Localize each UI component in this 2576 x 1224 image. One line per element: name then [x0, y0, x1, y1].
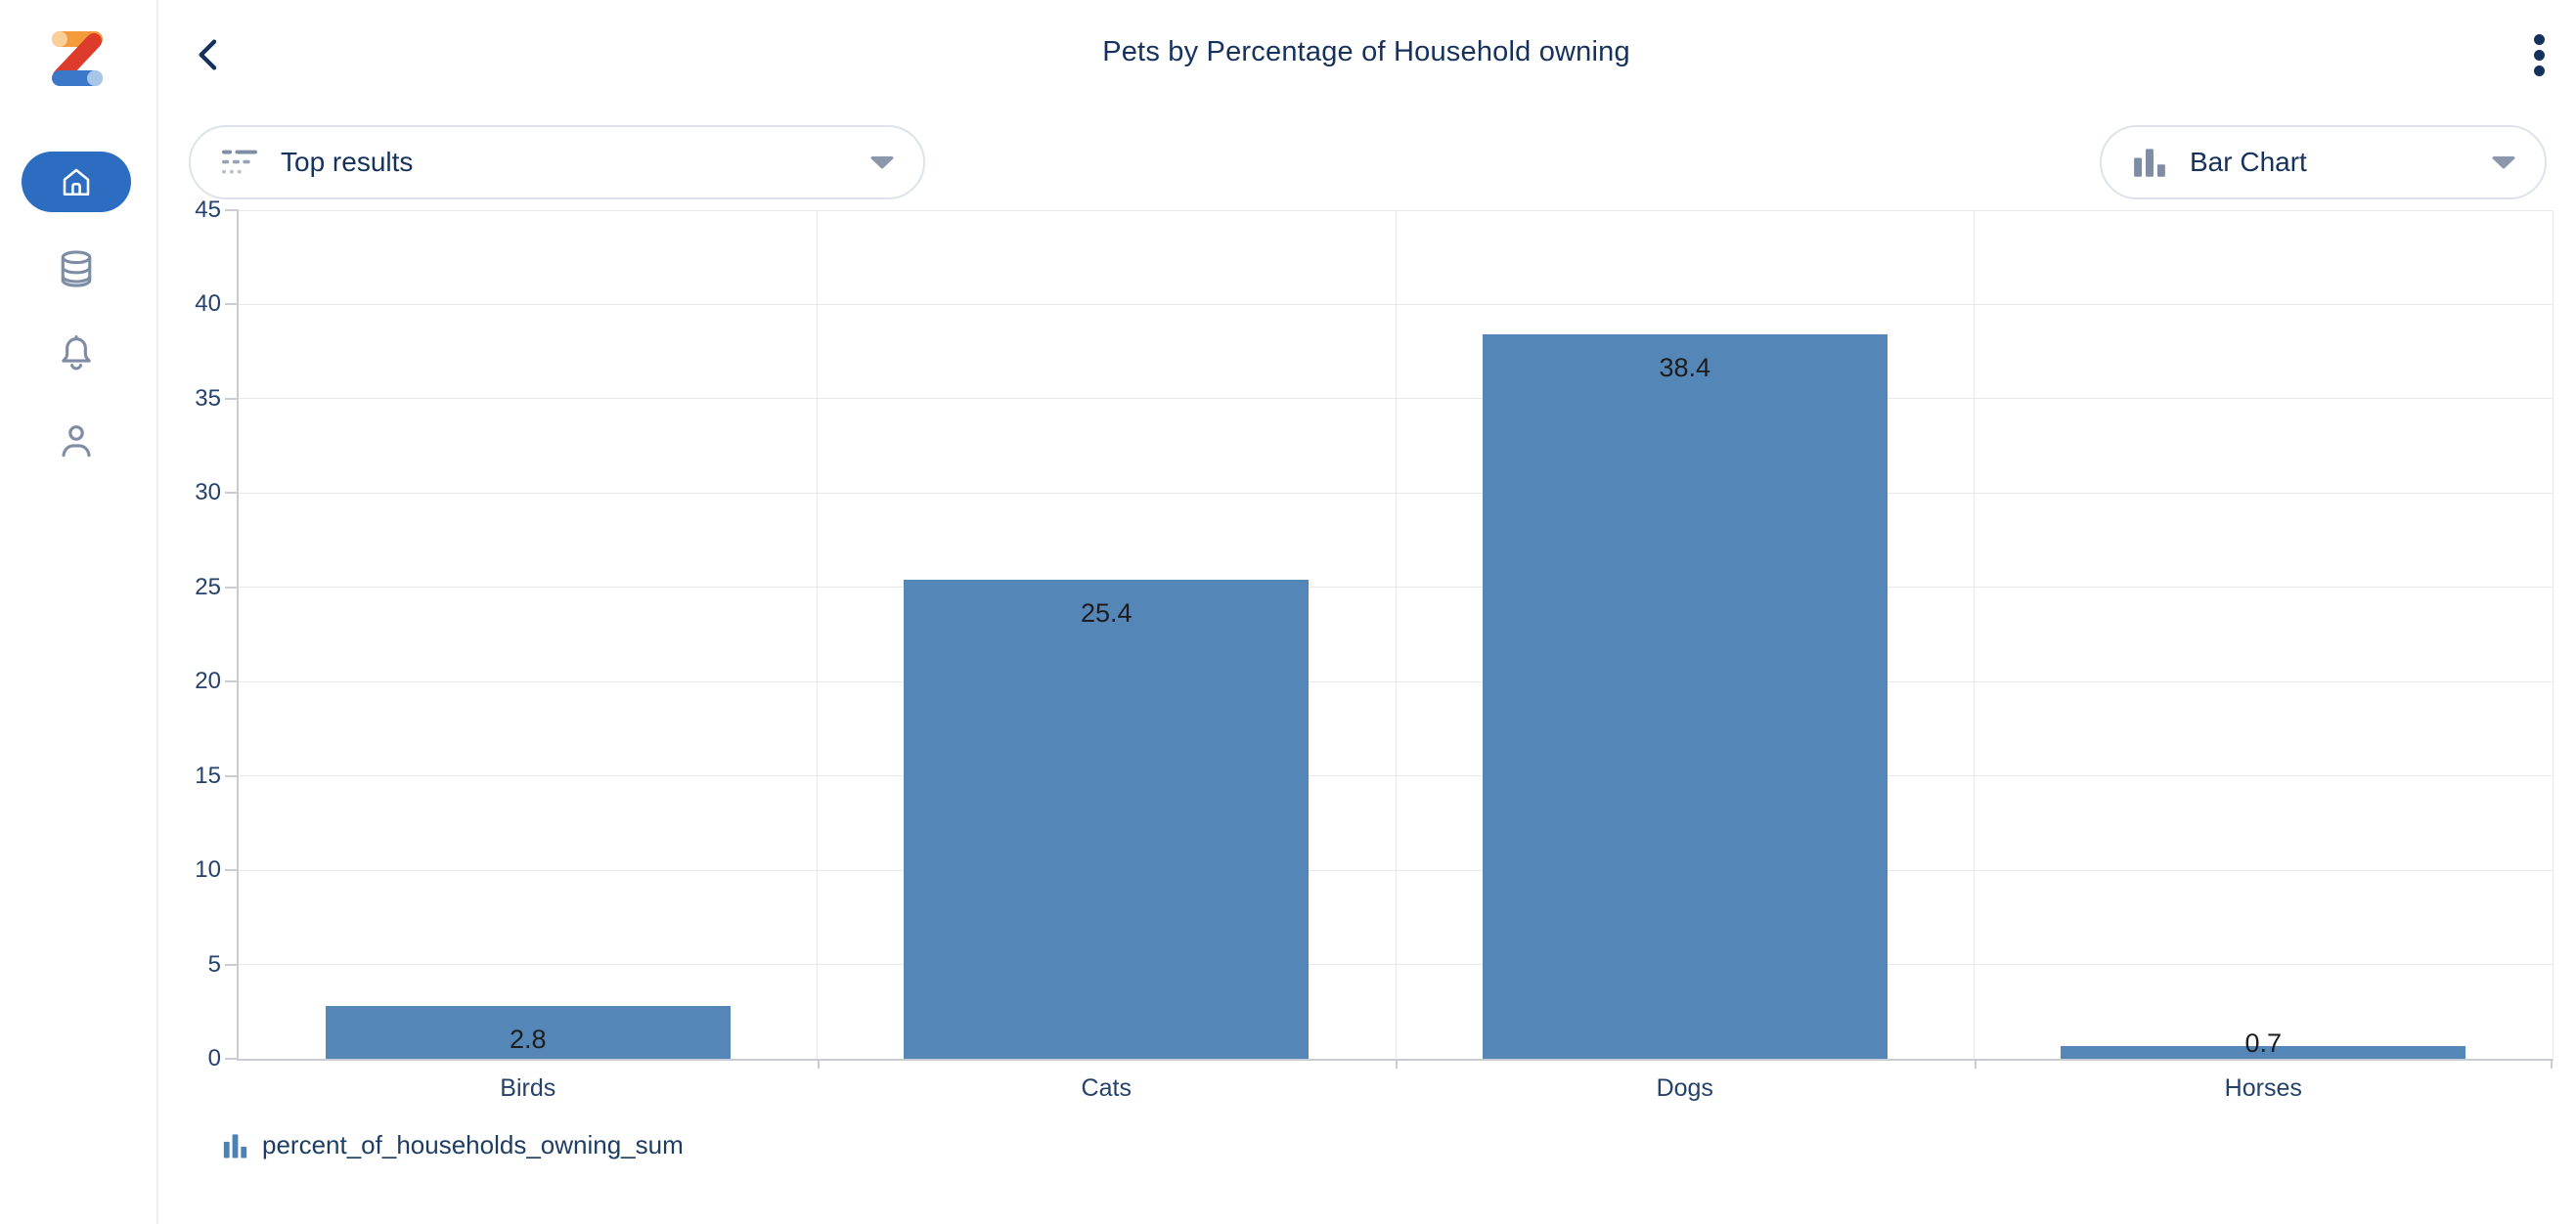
y-axis-label: 45: [195, 197, 221, 223]
y-axis-label: 25: [195, 573, 221, 600]
x-axis-label: Cats: [1081, 1074, 1132, 1102]
y-axis-tick: [225, 586, 239, 589]
y-axis-tick: [225, 492, 239, 495]
sidebar: [0, 0, 158, 1224]
top-results-icon: [222, 150, 257, 174]
y-axis-label: 15: [195, 762, 221, 789]
y-axis-label: 35: [195, 384, 221, 412]
y-axis-label: 10: [195, 856, 221, 884]
bar-dogs[interactable]: [1482, 334, 1888, 1059]
y-axis-label: 30: [195, 479, 221, 506]
gridline-vertical: [1974, 210, 1975, 1059]
sidebar-item-home[interactable]: [22, 152, 131, 212]
top-results-label: Top results: [281, 147, 414, 177]
y-axis-tick: [225, 303, 239, 306]
y-axis-label: 40: [195, 290, 221, 318]
kebab-menu-icon[interactable]: [2515, 27, 2562, 82]
bell-icon: [62, 334, 91, 371]
bar-horses[interactable]: [2061, 1045, 2466, 1059]
y-axis-tick: [225, 774, 239, 777]
y-axis-label: 0: [207, 1045, 221, 1071]
zoho-z-logo[interactable]: [44, 25, 111, 92]
x-axis-tick: [1974, 1059, 1976, 1069]
chart-type-dropdown[interactable]: Bar Chart: [2100, 125, 2547, 199]
chevron-down-icon: [870, 156, 894, 169]
x-axis-tick: [1396, 1059, 1398, 1069]
bar-chart-icon: [2134, 149, 2165, 177]
chart-legend[interactable]: percent_of_households_owning_sum: [223, 1130, 684, 1160]
y-axis-tick: [225, 397, 239, 400]
back-chevron-icon: [199, 39, 217, 70]
x-axis-label: Dogs: [1656, 1074, 1713, 1102]
gridline-vertical: [1395, 210, 1397, 1059]
page-title: Pets by Percentage of Household owning: [1102, 36, 1630, 67]
database-icon: [61, 250, 92, 287]
x-axis-label: Birds: [500, 1074, 556, 1102]
y-axis-label: 20: [195, 668, 221, 695]
top-results-dropdown[interactable]: Top results: [189, 125, 925, 199]
y-axis-tick: [225, 869, 239, 872]
x-axis-tick: [817, 1059, 820, 1069]
bar-chart-icon: [223, 1133, 247, 1158]
sidebar-item-profile[interactable]: [54, 418, 99, 463]
back-button[interactable]: [186, 31, 233, 78]
chart-type-label: Bar Chart: [2190, 147, 2307, 177]
y-axis-label: 5: [207, 950, 221, 978]
profile-icon: [62, 425, 91, 458]
x-axis-label: Horses: [2224, 1074, 2302, 1102]
legend-series-label: percent_of_households_owning_sum: [262, 1130, 684, 1159]
x-axis-tick: [2551, 1059, 2553, 1069]
chevron-down-icon: [2492, 156, 2515, 169]
gridline-vertical: [817, 210, 818, 1059]
home-icon: [63, 168, 90, 197]
plot-area: 0 5 10 15 20 25 30 35 40 45 2.8 Birds 25.4 Cats 38.4 Do…: [195, 197, 2554, 1102]
sidebar-item-notifications[interactable]: [54, 330, 99, 375]
y-axis-tick: [225, 209, 239, 211]
sidebar-item-data[interactable]: [54, 246, 99, 291]
y-axis-tick: [225, 963, 239, 966]
bar-birds[interactable]: [325, 1006, 731, 1059]
y-axis-tick: [225, 1058, 239, 1060]
bar-cats[interactable]: [904, 580, 1310, 1059]
y-axis-tick: [225, 680, 239, 683]
